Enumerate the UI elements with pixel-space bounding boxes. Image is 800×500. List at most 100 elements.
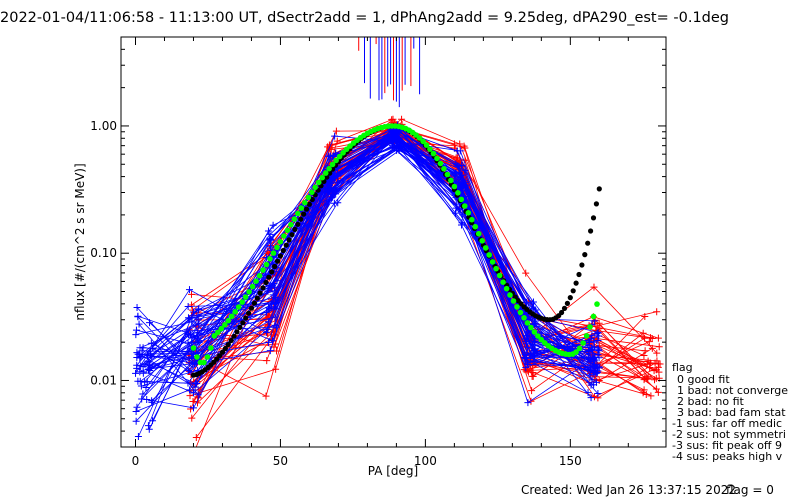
fit-green-point [583, 333, 590, 339]
series-a-point [639, 329, 647, 337]
legend-item: 2 bad: no fit [677, 395, 745, 408]
series-b-point [144, 422, 152, 430]
fit-green-point [458, 196, 465, 203]
data-layer [132, 37, 664, 447]
fit-layer [190, 123, 602, 378]
fit-green-point [201, 359, 207, 366]
series-a-point [653, 308, 661, 316]
fit-black-point [306, 201, 312, 207]
fit-green-point [211, 333, 218, 339]
fit-black-point [576, 271, 582, 278]
series-a-point [654, 388, 662, 396]
series-b-point [264, 325, 272, 333]
fit-black-point [277, 253, 283, 259]
fit-black-point [573, 280, 579, 286]
fit-black-point [295, 221, 301, 227]
fit-black-point [222, 345, 228, 352]
fit-green-point [486, 252, 493, 258]
fit-green-point [521, 315, 527, 321]
fit-green-point [246, 289, 252, 295]
series-b-point [452, 160, 460, 168]
fit-black-point [219, 349, 226, 355]
fit-black-point [283, 242, 289, 248]
fit-green-point [507, 292, 513, 298]
series-b-point [137, 353, 145, 361]
fit-green-point [315, 179, 322, 186]
chart-title: 2022-01-04/11:06:58 - 11:13:00 UT, dSect… [0, 10, 729, 26]
series-b-point [266, 230, 274, 238]
x-axis-label: PA [deg] [368, 464, 418, 478]
legend-item: -4 sus: peaks high v [672, 450, 783, 463]
series-b-point [524, 343, 532, 351]
legend-item: 0 good fit [677, 373, 730, 386]
fit-green-point [228, 313, 235, 320]
series-b-point [523, 298, 531, 306]
series-b-point [141, 360, 149, 368]
series-b-point [588, 363, 596, 371]
legend: flag 0 good fit 1 bad: not converge 2 ba… [672, 361, 788, 463]
series-b-point [451, 209, 459, 217]
fit-black-point [272, 263, 278, 270]
fit-black-point [289, 232, 295, 238]
series-a-point [522, 269, 530, 277]
series-b-point [523, 332, 531, 340]
series-b-point [587, 335, 595, 343]
fit-green-point [493, 265, 499, 272]
fit-green-point [576, 345, 583, 352]
series-b-point [133, 361, 141, 369]
fit-green-point [434, 155, 440, 162]
fit-black-point [269, 269, 275, 275]
series-b-point [267, 236, 275, 244]
series-b-point [332, 149, 340, 157]
fit-green-point [524, 320, 531, 326]
fit-green-point [503, 285, 510, 292]
fit-green-point [437, 160, 444, 167]
series-b-point [586, 350, 594, 358]
series-a-point [389, 115, 397, 123]
x-tick-label: 150 [559, 454, 582, 468]
fit-green-point [281, 233, 287, 239]
fit-black-point [266, 274, 272, 280]
fit-black-point [280, 247, 286, 254]
fit-black-point [588, 228, 594, 234]
fit-green-point [510, 298, 517, 304]
fit-green-point [496, 272, 503, 279]
series-b-point [521, 353, 529, 361]
legend-item: -2 sus: not symmetri [672, 428, 786, 441]
series-b-point [134, 313, 142, 321]
series-b-line [136, 136, 593, 408]
series-b-line [135, 127, 589, 374]
series-b-point [185, 315, 193, 323]
series-b-point [595, 363, 603, 371]
series-b-point [189, 404, 197, 412]
fit-black-point [596, 186, 602, 192]
series-b-line [147, 138, 592, 386]
series-b-point [524, 360, 532, 368]
series-a-point [652, 374, 660, 382]
series-b-point [139, 344, 147, 352]
fit-green-point [319, 174, 326, 181]
fit-green-point [479, 238, 486, 244]
series-b-point [273, 297, 281, 305]
series-a-point [641, 334, 649, 342]
fit-green-point [500, 279, 506, 286]
fit-green-point [329, 161, 336, 168]
series-a-point [650, 367, 658, 375]
fit-green-point [573, 349, 579, 355]
series-b-line [148, 146, 595, 426]
series-b-point [394, 142, 402, 150]
fit-green-point [441, 166, 447, 172]
fit-black-point [257, 290, 263, 296]
fit-black-point [570, 288, 576, 294]
legend-title: flag [672, 361, 693, 374]
fit-green-point [190, 345, 197, 351]
series-b-point [265, 338, 273, 346]
series-b-point [133, 403, 141, 411]
series-b-point [139, 369, 147, 377]
series-a-point [639, 389, 647, 397]
fit-black-point [237, 324, 243, 330]
fit-green-point [587, 324, 593, 330]
series-b-point [528, 300, 536, 308]
series-b-point [146, 319, 154, 327]
fit-green-point [232, 309, 238, 315]
